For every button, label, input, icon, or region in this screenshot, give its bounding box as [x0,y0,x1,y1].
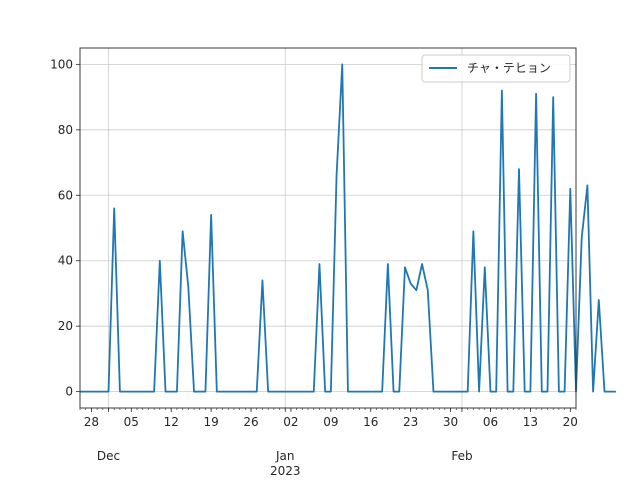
y-tick-label: 80 [58,123,73,137]
legend-box [421,54,571,83]
x-tick-label: 30 [443,415,458,429]
x-tick-label: 05 [124,415,139,429]
x-month-label: Dec [97,449,120,463]
x-tick-label: 02 [283,415,298,429]
x-tick-label: 16 [363,415,378,429]
y-tick-label: 40 [58,254,73,268]
legend-label: チャ・テヒョン [467,61,551,75]
y-tick-label: 60 [58,188,73,202]
x-tick-label: 26 [243,415,258,429]
x-month-label: Feb [451,449,472,463]
y-tick-label: 20 [58,319,73,333]
y-tick-label: 100 [50,57,73,71]
x-tick-label: 13 [523,415,538,429]
series-line [80,63,616,393]
x-tick-label: 12 [164,415,179,429]
x-tick-label: 09 [323,415,338,429]
x-tick-label: 28 [84,415,99,429]
y-tick-label: 0 [65,385,73,399]
x-tick-label: 23 [403,415,418,429]
axes: 0 20 40 60 80 100 28 05 12 19 26 02 09 16 23 30 06 13 20 De… [50,47,578,478]
legend: チャ・テヒョン [421,54,571,83]
x-year-label: 2023 [270,464,301,478]
x-tick-label: 06 [483,415,498,429]
x-tick-label: 20 [563,415,578,429]
plot-frame [79,47,577,409]
x-tick-label: 19 [203,415,218,429]
series-layer [80,63,616,393]
x-month-label: Jan [275,449,295,463]
